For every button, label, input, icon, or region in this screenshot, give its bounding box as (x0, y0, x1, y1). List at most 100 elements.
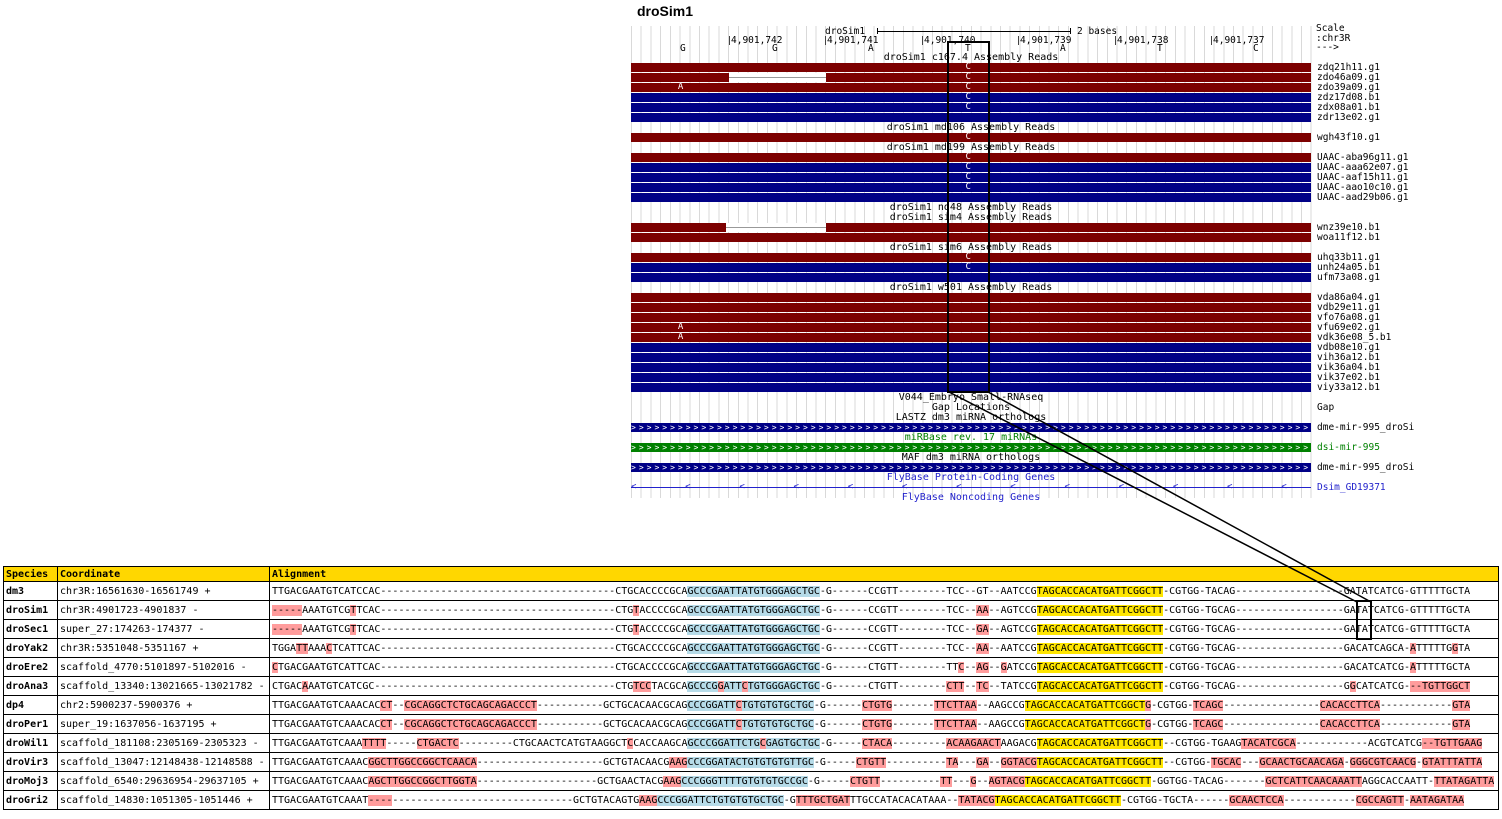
alignment-text: -CGTGG-TGCTA------ (1120, 794, 1230, 806)
read-label: vda86a04.g1 (1317, 292, 1380, 303)
read-bar[interactable]: vih36a12.b1 (631, 353, 1380, 362)
read-bar[interactable]: viy33a12.b1 (631, 383, 1380, 392)
species-cell: droSec1 (3, 619, 58, 639)
alignment-highlight: CCCGGATTCTGTGTGTGCTGC (657, 794, 784, 806)
alignment-text: TACGCA (651, 680, 688, 692)
scale-bracket (877, 28, 1071, 34)
header-coordinate: Coordinate (57, 566, 270, 582)
alignment-text: -- (964, 661, 977, 673)
alignment-text: --CGTGG-TGAAG (1163, 737, 1242, 749)
read-bar[interactable]: C UAAC-aao10c10.g1 (631, 182, 1409, 192)
feature-label: dsi-mir-995 (1317, 442, 1380, 453)
read-label: viy33a12.b1 (1317, 382, 1380, 393)
alignment-row: droWil1 scaffold_181108:2305169-2305323 -… (3, 733, 1499, 753)
alignment-cell: TTGACGAATGTCAAATTTT-----CTGACTC---------… (269, 733, 1499, 753)
alignment-highlight: T (350, 623, 357, 635)
track-right-label: Gap (1317, 402, 1335, 413)
read-bar[interactable]: vdb08e10.g1 (631, 343, 1380, 352)
alignment-text: --------------------- (476, 756, 604, 768)
read-bar[interactable]: C UAAC-aba96g11.g1 (631, 153, 1409, 162)
read-label: zdz17d08.b1 (1317, 92, 1380, 103)
read-label: vfu69e02.g1 (1317, 322, 1380, 333)
alignment-highlight: CTGTG (862, 699, 893, 711)
alignment-row: droGri2 scaffold_14830:1051305-1051446 + T… (3, 790, 1499, 810)
alignment-highlight: TGCAC (1211, 756, 1242, 768)
species-cell: droEre2 (3, 657, 58, 677)
alignment-tbody: dm3 chr3R:16561630-16561749 + TTGACGAATGTC… (3, 581, 1499, 810)
alignment-text: --------------------------------------- (380, 642, 616, 654)
alignment-text: -G----- (807, 775, 851, 787)
alignment-highlight: T (350, 604, 357, 616)
alignment-text: CTGCACCCCGCA (615, 585, 688, 597)
alignment-highlight: GCCCGAATTATGTGGGAGCTGC (687, 661, 820, 673)
coordinate-cell: scaffold_4770:5101897-5102016 - (57, 657, 270, 677)
read-bar[interactable]: vda86a04.g1 (631, 293, 1380, 302)
alignment-highlight: CCCGGATACTGTGTGTGTTGC (687, 756, 814, 768)
alignment-row: droMoj3 scaffold_6540:29636954-29637105 +… (3, 771, 1499, 791)
alignment-cell: TTGACGAATGTCAAAT------------------------… (269, 790, 1499, 810)
feature-bar[interactable]: >>>>>>>>>>>>>>>>>>>>>>>>>>>>>>>>>>>>>>>>… (631, 463, 1311, 472)
read-bar[interactable]: woa11f12.b1 (631, 233, 1380, 242)
read-label: UAAC-aaf15h11.g1 (1317, 172, 1409, 183)
track-title: FlyBase Noncoding Genes (631, 493, 1311, 503)
alignment-text: -CGTGG-TGCAG------------------GACATCAGCA… (1163, 642, 1410, 654)
mismatch-base: C (965, 182, 971, 192)
alignment-highlight: GCTCATTCAACAAATT (1265, 775, 1362, 787)
alignment-text: CTGCAACTCATGTAAGGCT (512, 737, 628, 749)
read-bar[interactable]: zdr13e02.g1 (631, 113, 1380, 122)
coordinate-cell: scaffold_13340:13021665-13021782 - (57, 676, 270, 696)
alignment-highlight: G (1145, 718, 1152, 730)
alignment-highlight: TTCTTAA (934, 699, 977, 711)
gene-line[interactable]: < < < < < < < < < < < < < (631, 483, 1311, 492)
alignment-text: --CGTGG- (1163, 756, 1212, 768)
read-label: vih36a12.b1 (1317, 352, 1380, 363)
track-title: miRBase rev. 17 miRNAs (631, 433, 1311, 443)
alignment-highlight: TAGCACCACATGATTCGGCTT (1024, 775, 1152, 787)
track-title: droSim1 md199 Assembly Reads (631, 143, 1311, 153)
alignment-text: CTGCACCCCGCA (615, 642, 688, 654)
alignment-text: -G------CCGTT--------TCC--GT--AATCCG (819, 585, 1037, 597)
read-label: zdo46a09.g1 (1317, 72, 1380, 83)
alignment-highlight: TCAGC (1193, 699, 1224, 711)
alignment-cell: -----AAATGTCGTTCAC----------------------… (269, 619, 1499, 639)
read-bar[interactable]: vik36a04.b1 (631, 363, 1380, 372)
read-bar[interactable]: vik37e02.b1 (631, 373, 1380, 382)
alignment-text: ----------- (536, 718, 604, 730)
coordinate-cell: super_19:1637056-1637195 + (57, 714, 270, 734)
read-bar[interactable]: UAAC-aad29b06.g1 (631, 193, 1409, 202)
alignment-text: -CGTGG- (1151, 699, 1194, 711)
alignment-highlight: AGTACG (988, 775, 1025, 787)
feature-bar[interactable]: >>>>>>>>>>>>>>>>>>>>>>>>>>>>>>>>>>>>>>>>… (631, 423, 1311, 432)
read-bar[interactable]: wnz39e10.b1 (631, 223, 1380, 232)
read-label: unh24a05.b1 (1317, 262, 1380, 273)
read-label: vdb29e11.g1 (1317, 302, 1380, 313)
coordinate-cell: scaffold_14830:1051305-1051446 + (57, 790, 270, 810)
ruler-base: G (772, 43, 778, 54)
alignment-text: -G----- (819, 737, 863, 749)
read-bar[interactable]: vfo76a08.g1 (631, 313, 1380, 322)
read-bar[interactable]: vdb29e11.g1 (631, 303, 1380, 312)
alignment-highlight: TAGCACCACATGATTCGGCTT (1036, 585, 1164, 597)
alignment-highlight: AA (976, 642, 989, 654)
read-bar[interactable]: ufm73a08.g1 (631, 273, 1380, 282)
alignment-highlight: TGTGGGAGCTGC (747, 680, 820, 692)
species-cell: droAna3 (3, 676, 58, 696)
read-bar[interactable]: C UAAC-aaa62e07.g1 (631, 163, 1409, 172)
alignment-highlight: --TGTTGGCT (1410, 680, 1471, 692)
read-bar[interactable]: C UAAC-aaf15h11.g1 (631, 173, 1409, 182)
feature-bar[interactable]: >>>>>>>>>>>>>>>>>>>>>>>>>>>>>>>>>>>>>>>>… (631, 443, 1311, 452)
alignment-highlight: AG (976, 661, 989, 673)
alignment-text: ------- (892, 718, 935, 730)
alignment-text: TTGACGAATGTCATCCAC (272, 585, 381, 597)
alignment-text: ---------- (886, 756, 947, 768)
